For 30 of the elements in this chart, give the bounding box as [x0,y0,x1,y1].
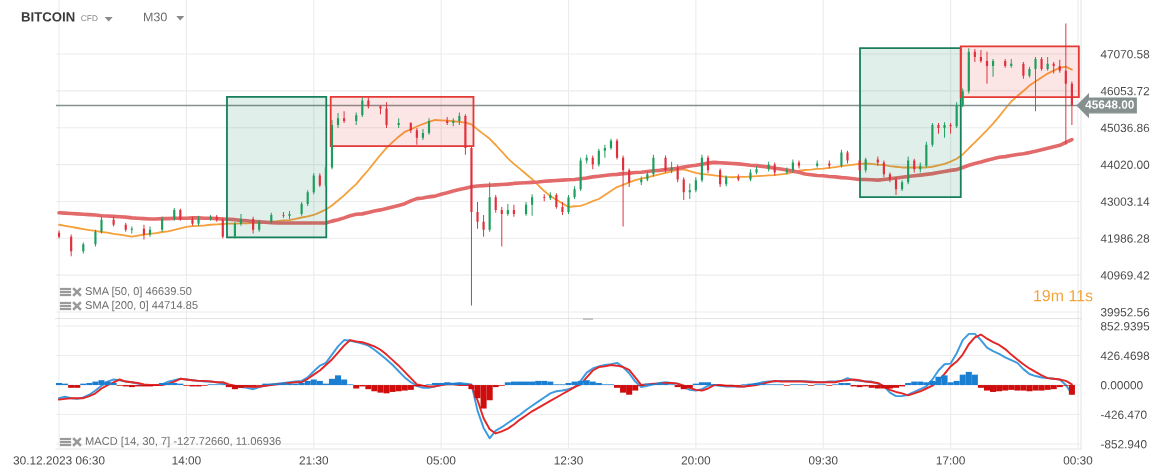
y-tick-label: -852.940 [1100,440,1147,449]
x-tick-label: 21:30 [299,456,329,465]
annotation: SMA [50, 0] 46639.50 [85,286,192,298]
x-tick-label: 05:00 [426,456,456,465]
y-tick-label: 44020.00 [1100,160,1150,169]
x-tick-label: 14:00 [172,456,201,465]
y-tick-label: -426.470 [1100,410,1147,419]
y-tick-label: 41986.28 [1100,234,1150,243]
x-tick-label: 09:30 [808,456,838,465]
annotation: M30 [144,12,167,22]
text: BITCOIN [21,12,75,22]
x-tick-label: 17:00 [936,456,965,465]
text: CFD [81,15,98,22]
x-tick-label: 30.12.2023 06:30 [13,456,105,465]
y-tick-label: 47070.58 [1100,50,1150,59]
y-tick-label: 39952.56 [1100,308,1150,317]
ref-line-label: 45648.00 [1085,100,1134,109]
x-tick-label: 20:00 [681,456,711,465]
y-tick-label: 426.4698 [1100,351,1150,360]
y-tick-label: 46053.72 [1100,86,1150,96]
x-tick-label: 00:30 [1063,456,1093,465]
annotation: SMA [200, 0] 44714.85 [85,300,198,312]
x-tick-label: 12:30 [554,456,583,465]
y-tick-label: 0.00000 [1100,381,1143,390]
annotation: 19m 11s [1034,289,1093,302]
y-tick-label: 45036.86 [1100,123,1150,133]
annotation: MACD [14, 30, 7] -127.72660, 11.06936 [85,436,281,448]
y-tick-label: 40969.42 [1100,271,1150,280]
y-tick-label: 852.9395 [1100,322,1150,331]
y-tick-label: 43003.14 [1100,197,1150,206]
